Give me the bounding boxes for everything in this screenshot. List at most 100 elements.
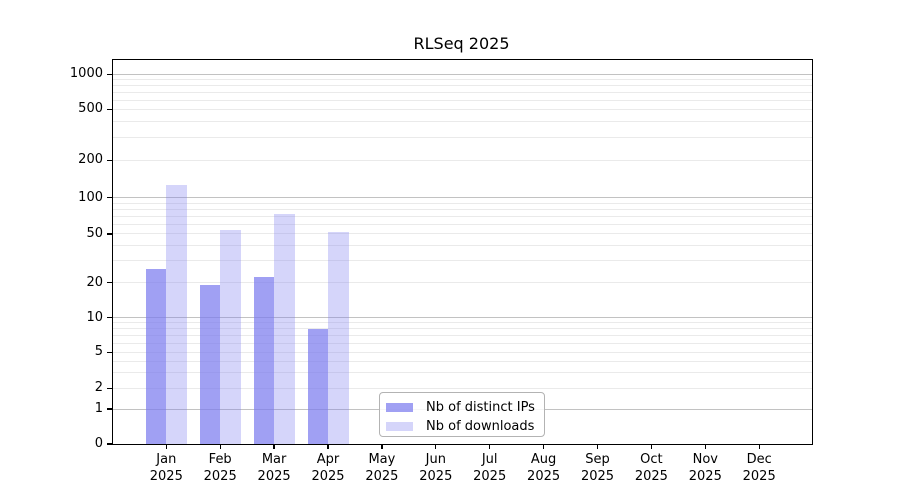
y-gridline [113,351,812,353]
y-gridline [113,282,812,284]
y-tick-label: 1 [94,401,103,417]
x-tick-mark [435,444,437,449]
x-tick-label: Nov 2025 [673,451,737,485]
bar-downloads [274,214,295,444]
x-tick-month: Jun [425,452,446,467]
y-gridline [113,387,812,389]
x-tick-mark [596,444,599,449]
y-gridline [113,328,812,330]
y-tick-label: 100 [78,189,103,205]
legend-label: Nb of distinct IPs [426,400,535,415]
y-gridline [113,91,812,93]
y-gridline [113,223,812,225]
x-tick-label: Aug 2025 [512,451,576,485]
y-tick-label: 2 [94,380,103,396]
legend: Nb of distinct IPs Nb of downloads [379,392,545,437]
x-tick-mark [489,444,491,449]
x-tick-year: 2025 [311,469,345,484]
x-tick-year: 2025 [580,469,615,484]
x-tick-label: Sep 2025 [566,451,630,485]
y-gridline [113,99,812,101]
y-tick-mark [107,387,113,390]
x-tick-mark [650,444,653,449]
y-gridline [113,245,812,247]
y-tick-mark [107,443,113,445]
x-tick-month: Jul [481,452,498,467]
x-tick-month: Dec [746,452,772,467]
x-tick-label: Jan 2025 [134,451,198,485]
x-tick-month: Oct [640,452,663,467]
y-tick-label: 1000 [69,66,103,82]
x-tick-label: Feb 2025 [188,451,252,485]
y-tick-label: 200 [78,152,103,168]
x-tick-mark [758,444,760,449]
x-tick-year: 2025 [419,469,453,484]
x-tick-mark [704,444,706,449]
y-tick-mark [107,196,113,199]
x-tick-year: 2025 [473,469,507,484]
y-gridline [113,73,812,75]
y-gridline [113,121,812,123]
y-tick-label: 50 [86,225,103,241]
y-tick-mark [107,316,113,319]
x-tick-month: Jan [156,452,177,467]
x-tick-label: Jul 2025 [458,451,522,485]
bar-downloads [166,184,187,444]
chart-title: RLSeq 2025 [413,34,510,53]
y-gridline [113,342,812,344]
y-gridline [113,233,812,235]
x-tick-label: Oct 2025 [619,451,683,485]
y-tick-mark [107,159,113,162]
bar-downloads [328,231,349,444]
y-tick-label: 10 [86,309,103,325]
x-tick-year: 2025 [527,469,561,484]
bar-distinct-ips [307,328,328,444]
y-gridline [113,317,812,318]
x-tick-year: 2025 [688,469,722,484]
y-tick-label: 0 [94,436,103,451]
y-tick-mark [107,351,113,353]
x-tick-year: 2025 [203,469,237,484]
bar-distinct-ips [199,285,221,444]
bar-distinct-ips [145,268,167,444]
legend-swatch-distinct-ips [386,402,413,413]
y-gridline [113,202,812,204]
y-gridline [113,215,812,217]
y-tick-mark [107,73,113,75]
y-gridline [113,85,812,87]
y-gridline [113,208,812,210]
x-tick-mark [381,444,383,449]
y-gridline [113,197,812,199]
x-tick-label: May 2025 [350,451,414,485]
y-tick-mark [107,233,113,235]
x-tick-label: Dec 2025 [727,451,791,485]
x-tick-year: 2025 [365,469,399,484]
y-tick-mark [107,408,113,410]
bar-distinct-ips [253,277,275,444]
x-tick-mark [327,444,329,449]
y-gridline [113,137,812,139]
x-tick-year: 2025 [257,469,291,484]
legend-item: Nb of downloads [386,417,536,436]
x-tick-mark [273,444,275,449]
y-gridline [113,334,812,336]
y-gridline [113,159,812,161]
y-tick-mark [107,281,113,284]
bar-downloads [220,229,241,444]
y-gridline [113,360,812,362]
x-tick-month: Sep [585,452,610,467]
y-gridline [113,371,812,373]
x-tick-mark [219,444,221,449]
x-tick-month: Aug [530,452,557,467]
x-tick-mark [165,444,167,449]
x-tick-label: Apr 2025 [296,451,360,485]
y-gridline [113,108,812,110]
y-tick-mark [107,108,113,111]
x-tick-label: Mar 2025 [242,451,306,485]
x-tick-year: 2025 [149,469,183,484]
y-tick-label: 5 [94,344,103,360]
x-tick-year: 2025 [742,469,776,484]
x-tick-year: 2025 [634,469,668,484]
x-tick-mark [542,444,545,449]
